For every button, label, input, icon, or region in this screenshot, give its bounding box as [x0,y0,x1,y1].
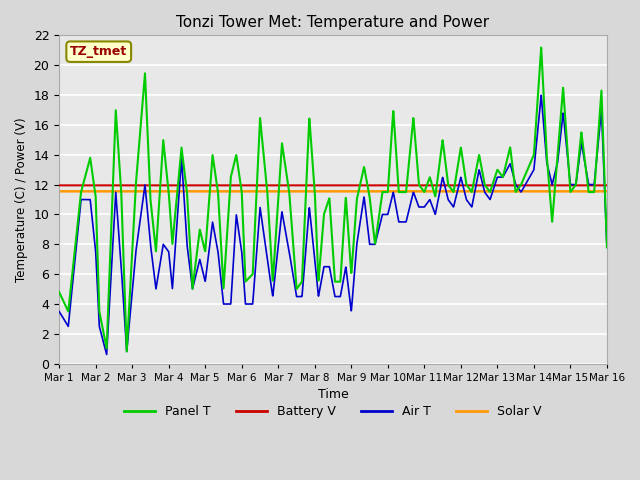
X-axis label: Time: Time [317,388,348,401]
Title: Tonzi Tower Met: Temperature and Power: Tonzi Tower Met: Temperature and Power [177,15,490,30]
Text: TZ_tmet: TZ_tmet [70,45,127,58]
Legend: Panel T, Battery V, Air T, Solar V: Panel T, Battery V, Air T, Solar V [119,400,547,423]
Y-axis label: Temperature (C) / Power (V): Temperature (C) / Power (V) [15,117,28,282]
